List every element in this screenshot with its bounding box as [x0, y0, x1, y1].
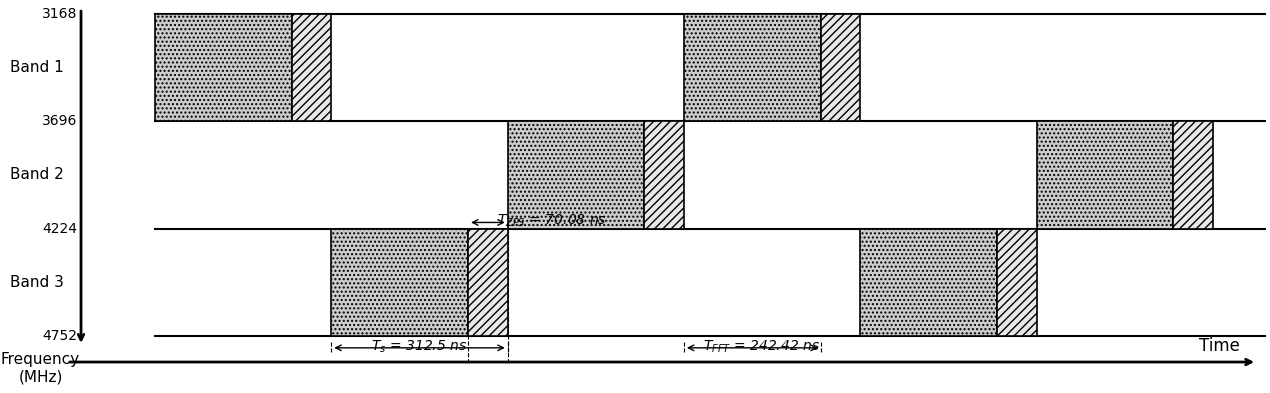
Bar [155, 14, 292, 121]
Text: Band 2: Band 2 [10, 167, 64, 182]
Bar [997, 229, 1036, 336]
Bar [508, 121, 644, 229]
Text: 4752: 4752 [42, 329, 77, 343]
Bar [1036, 121, 1173, 229]
Text: 3168: 3168 [42, 7, 77, 21]
Bar [685, 14, 820, 121]
Text: 4224: 4224 [42, 222, 77, 235]
Bar [331, 229, 469, 336]
Text: 3696: 3696 [42, 114, 77, 129]
Text: Band 1: Band 1 [10, 61, 64, 75]
Bar [292, 14, 331, 121]
Bar [820, 14, 860, 121]
Text: $T_s$ = 312.5 ns: $T_s$ = 312.5 ns [371, 338, 467, 355]
Text: Band 3: Band 3 [9, 275, 64, 290]
Bar [1173, 121, 1213, 229]
Bar [469, 229, 508, 336]
Text: $T_{ZPS}$ = 70.08 ns: $T_{ZPS}$ = 70.08 ns [497, 212, 607, 229]
Text: $T_{FFT}$ = 242.42 ns: $T_{FFT}$ = 242.42 ns [702, 338, 819, 355]
Bar [860, 229, 997, 336]
Text: Frequency
(MHz): Frequency (MHz) [1, 352, 80, 384]
Bar [644, 121, 685, 229]
Text: Time: Time [1199, 337, 1240, 355]
